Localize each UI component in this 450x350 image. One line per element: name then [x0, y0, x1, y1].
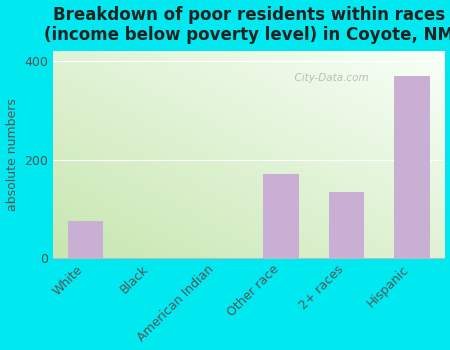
- Text: City-Data.com: City-Data.com: [288, 74, 369, 83]
- Y-axis label: absolute numbers: absolute numbers: [5, 98, 18, 211]
- Title: Breakdown of poor residents within races
(income below poverty level) in Coyote,: Breakdown of poor residents within races…: [44, 6, 450, 44]
- Bar: [68, 221, 104, 258]
- Bar: [328, 192, 364, 258]
- Bar: [263, 174, 299, 258]
- Bar: [394, 76, 430, 258]
